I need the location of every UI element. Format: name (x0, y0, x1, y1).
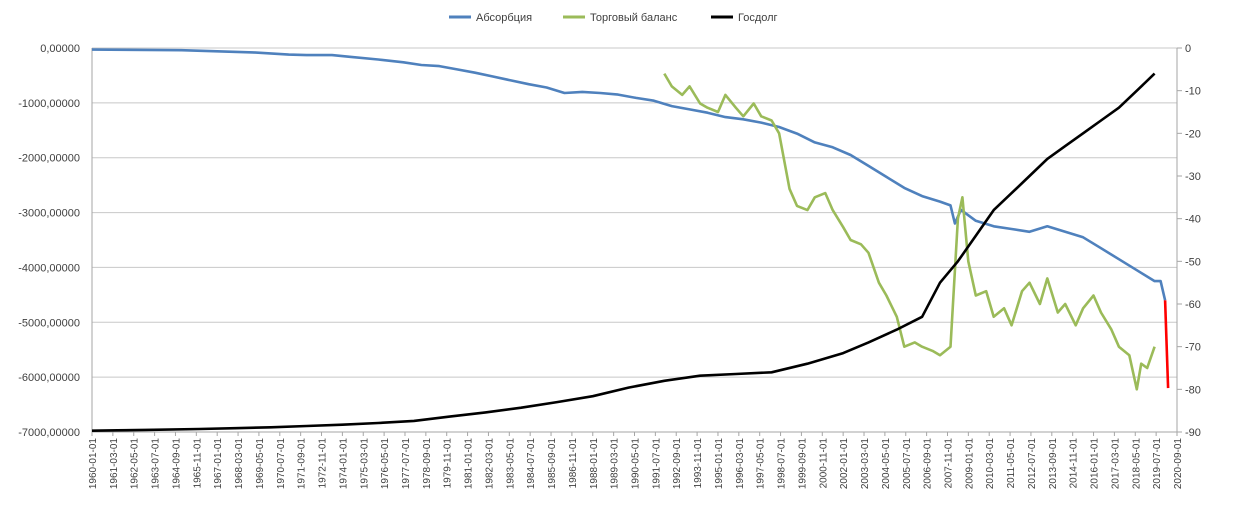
x-tick-label: 1999-09-01 (797, 438, 808, 490)
x-tick-label: 2010-03-01 (985, 438, 996, 490)
x-tick-label: 2005-07-01 (902, 438, 913, 490)
right-tick-label: -50 (1185, 256, 1201, 268)
x-tick-label: 2011-05-01 (1006, 438, 1017, 489)
x-tick-label: 1996-03-01 (735, 438, 746, 490)
x-tick-label: 1972-11-01 (318, 438, 329, 489)
x-tick-label: 1982-03-01 (484, 438, 495, 490)
x-tick-label: 1968-03-01 (234, 438, 245, 490)
x-tick-label: 1960-01-01 (88, 438, 99, 490)
left-tick-label: -1000,00000 (18, 98, 80, 110)
x-tick-label: 1995-01-01 (714, 438, 725, 490)
x-tick-label: 1967-01-01 (213, 438, 224, 490)
right-tick-label: -10 (1185, 86, 1201, 98)
series-line-0 (91, 48, 1167, 301)
right-tick-label: -90 (1185, 427, 1201, 439)
left-tick-label: -2000,00000 (18, 153, 80, 165)
x-tick-label: 2000-11-01 (818, 438, 829, 489)
left-tick-label: -3000,00000 (18, 208, 80, 220)
x-tick-label: 2004-05-01 (881, 438, 892, 490)
left-tick-label: -6000,00000 (18, 372, 80, 384)
x-tick-label: 2006-09-01 (923, 438, 934, 490)
x-tick-label: 2017-03-01 (1110, 438, 1121, 490)
x-tick-label: 1961-03-01 (109, 438, 120, 490)
x-tick-label: 1974-01-01 (338, 438, 349, 490)
x-tick-label: 2003-03-01 (860, 438, 871, 490)
legend: Абсорбция Торговый баланс Госдолг (449, 12, 778, 24)
right-tick-label: -60 (1185, 299, 1201, 311)
x-tick-label: 1986-11-01 (568, 438, 579, 489)
x-tick-label: 2014-11-01 (1069, 438, 1080, 489)
x-tick-label: 1993-11-01 (693, 438, 704, 489)
x-tick-label: 2009-01-01 (964, 438, 975, 490)
x-tick-label: 2016-01-01 (1090, 438, 1101, 490)
x-tick-label: 2013-09-01 (1048, 438, 1059, 490)
x-axis-ticks: 1960-01-01 1961-03-01 1962-05-01 1963-07-01… (88, 432, 1184, 489)
x-tick-label: 1965-11-01 (192, 438, 203, 489)
left-tick-label: -5000,00000 (18, 317, 80, 329)
x-tick-label: 2012-07-01 (1027, 438, 1038, 490)
right-axis-ticks: 0 -10 -20 -30 -40 -50 -60 -70 -80 -90 (1177, 43, 1201, 439)
x-tick-label: 1983-05-01 (505, 438, 516, 490)
x-tick-label: 2002-01-01 (839, 438, 850, 490)
x-tick-label: 1991-07-01 (651, 438, 662, 490)
x-tick-label: 2018-05-01 (1131, 438, 1142, 490)
x-tick-label: 1977-07-01 (401, 438, 412, 490)
x-tick-label: 1997-05-01 (756, 438, 767, 490)
x-tick-label: 1970-07-01 (276, 438, 287, 490)
x-tick-label: 2007-11-01 (943, 438, 954, 489)
x-tick-label: 1979-11-01 (443, 438, 454, 489)
x-tick-label: 2019-07-01 (1152, 438, 1163, 490)
x-tick-label: 1988-01-01 (589, 438, 600, 490)
x-tick-label: 1981-01-01 (464, 438, 475, 490)
x-tick-label: 1985-09-01 (547, 438, 558, 490)
x-tick-label: 1962-05-01 (130, 438, 141, 490)
legend-label: Торговый баланс (590, 12, 678, 24)
left-tick-label: -7000,00000 (18, 427, 80, 439)
right-tick-label: -20 (1185, 128, 1201, 140)
x-tick-label: 1992-09-01 (672, 438, 683, 490)
x-tick-label: 1975-03-01 (359, 438, 370, 490)
x-tick-label: 1971-09-01 (297, 438, 308, 490)
right-tick-label: 0 (1185, 43, 1191, 55)
series-layer (91, 48, 1170, 432)
right-tick-label: -80 (1185, 384, 1201, 396)
x-tick-label: 1964-09-01 (171, 438, 182, 490)
x-tick-label: 1989-03-01 (610, 438, 621, 490)
x-tick-label: 1969-05-01 (255, 438, 266, 490)
left-tick-label: -4000,00000 (18, 262, 80, 274)
x-tick-label: 1978-09-01 (422, 438, 433, 490)
right-tick-label: -40 (1185, 214, 1201, 226)
extra-segment-0 (1163, 300, 1170, 389)
gridlines (91, 47, 1178, 433)
right-tick-label: -30 (1185, 171, 1201, 183)
right-tick-label: -70 (1185, 342, 1201, 354)
legend-label: Госдолг (738, 12, 778, 24)
x-tick-label: 1976-05-01 (380, 438, 391, 490)
legend-label: Абсорбция (476, 12, 532, 24)
series-line-2 (91, 72, 1156, 432)
x-tick-label: 1984-07-01 (526, 438, 537, 490)
x-tick-label: 1998-07-01 (777, 438, 788, 490)
series-line-1 (663, 72, 1156, 391)
x-tick-label: 1990-05-01 (631, 438, 642, 490)
left-axis-ticks: 0,00000 -1000,00000 -2000,00000 -3000,00000… (18, 43, 80, 439)
x-tick-label: 1963-07-01 (151, 438, 162, 490)
x-tick-label: 2020-09-01 (1173, 438, 1184, 490)
left-tick-label: 0,00000 (40, 43, 80, 55)
